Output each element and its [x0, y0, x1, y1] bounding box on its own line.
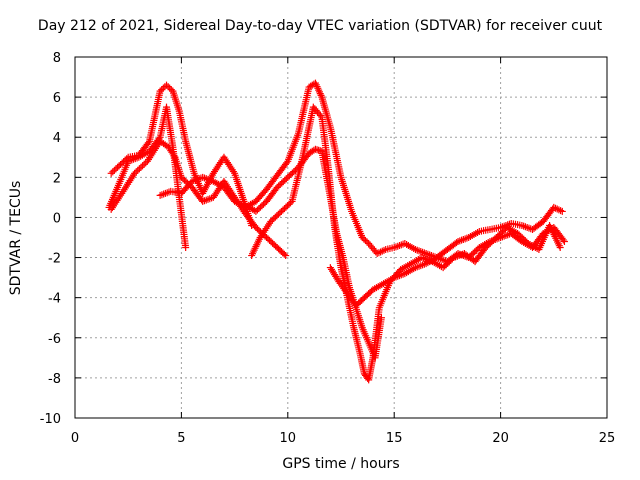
- y-tick-label: -10: [40, 412, 61, 427]
- y-tick-label: 0: [53, 211, 61, 226]
- data-point: [166, 84, 174, 92]
- data-point: [557, 207, 565, 215]
- data-point: [158, 86, 166, 94]
- plot-frame: [74, 56, 608, 419]
- data-point: [109, 168, 117, 176]
- data-point: [559, 236, 567, 244]
- data-point: [283, 159, 291, 167]
- data-point: [380, 246, 388, 254]
- x-tick-label: 10: [280, 431, 297, 446]
- data-point: [164, 83, 172, 91]
- data-point: [360, 235, 368, 243]
- data-point: [558, 207, 566, 215]
- series-track-4: [156, 79, 568, 266]
- data-point: [107, 169, 115, 177]
- y-tick-label: -4: [48, 292, 61, 307]
- data-point: [137, 163, 145, 171]
- chart-title: Day 212 of 2021, Sidereal Day-to-day VTE…: [37, 18, 603, 34]
- data-point: [112, 165, 120, 173]
- data-point: [377, 248, 385, 256]
- data-point: [555, 206, 563, 214]
- data-point: [378, 247, 386, 255]
- data-point: [163, 81, 171, 89]
- data-point: [358, 234, 366, 241]
- data-point: [135, 165, 143, 173]
- data-point: [139, 162, 147, 170]
- x-axis-label: GPS time / hours: [282, 456, 400, 472]
- series-track-7: [326, 203, 566, 310]
- data-point: [280, 250, 288, 258]
- data-point: [134, 166, 142, 174]
- data-point: [361, 237, 369, 245]
- data-point: [182, 244, 190, 252]
- series-track-5: [245, 145, 385, 362]
- y-tick-label: -8: [48, 372, 61, 387]
- data-point: [159, 84, 167, 92]
- data-point: [144, 139, 152, 147]
- y-tick-label: -2: [48, 252, 61, 267]
- data-point: [132, 168, 140, 176]
- y-tick-label: -6: [48, 332, 61, 347]
- x-tick-label: 25: [599, 431, 616, 446]
- plot-border: [74, 56, 608, 419]
- data-point: [550, 203, 558, 211]
- x-tick-label: 0: [71, 431, 79, 446]
- y-tick-label: 8: [53, 51, 61, 66]
- data-point: [170, 152, 178, 160]
- data-point: [167, 86, 175, 94]
- y-tick-label: 6: [53, 91, 61, 106]
- data-point: [377, 314, 385, 322]
- data-point: [316, 111, 324, 119]
- data-point: [287, 199, 295, 207]
- x-tick-label: 20: [492, 431, 509, 446]
- data-point: [556, 244, 564, 252]
- data-point: [131, 169, 139, 177]
- data-point: [363, 238, 371, 246]
- data-point: [373, 250, 381, 258]
- series-track-2: [105, 103, 190, 252]
- y-tick-label: 4: [53, 131, 61, 146]
- data-point: [156, 87, 164, 95]
- data-point: [140, 160, 148, 168]
- data-point: [110, 166, 118, 174]
- data-point: [282, 252, 290, 260]
- x-tick-label: 5: [177, 431, 185, 446]
- data-point: [560, 238, 568, 246]
- data-point: [375, 249, 383, 257]
- series-track-6: [248, 103, 564, 384]
- data-points: [105, 79, 568, 384]
- data-point: [553, 205, 561, 213]
- series-track-3: [107, 137, 290, 260]
- y-tick-label: 2: [53, 171, 61, 186]
- y-axis-label: SDTVAR / TECUs: [8, 180, 24, 296]
- data-point: [552, 204, 560, 212]
- x-tick-label: 15: [386, 431, 403, 446]
- series-track-1: [107, 81, 256, 229]
